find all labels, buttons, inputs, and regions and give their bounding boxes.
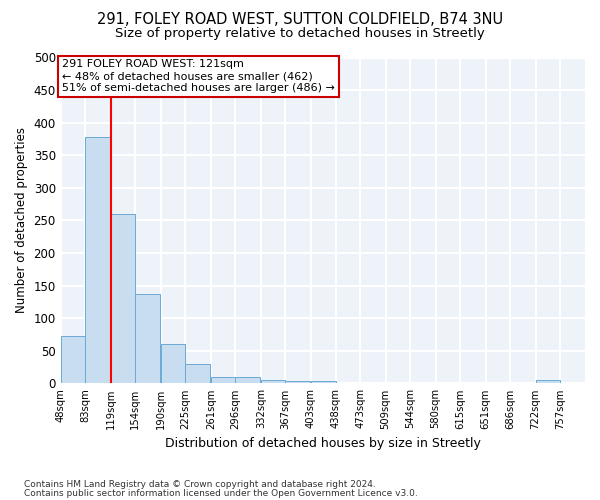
Text: 291 FOLEY ROAD WEST: 121sqm
← 48% of detached houses are smaller (462)
51% of se: 291 FOLEY ROAD WEST: 121sqm ← 48% of det… (62, 60, 335, 92)
Text: Size of property relative to detached houses in Streetly: Size of property relative to detached ho… (115, 28, 485, 40)
Bar (261, 380, 286, 384)
Text: 291, FOLEY ROAD WEST, SUTTON COLDFIELD, B74 3NU: 291, FOLEY ROAD WEST, SUTTON COLDFIELD, … (97, 12, 503, 28)
Bar (536, 380, 560, 384)
Y-axis label: Number of detached properties: Number of detached properties (15, 128, 28, 314)
X-axis label: Distribution of detached houses by size in Streetly: Distribution of detached houses by size … (165, 437, 481, 450)
Bar (235, 377, 260, 384)
Bar (136, 294, 160, 384)
Bar (61, 336, 85, 384)
Text: Contains HM Land Registry data © Crown copyright and database right 2024.: Contains HM Land Registry data © Crown c… (24, 480, 376, 489)
Text: Contains public sector information licensed under the Open Government Licence v3: Contains public sector information licen… (24, 488, 418, 498)
Bar (85, 137, 110, 384)
Bar (111, 214, 136, 384)
Bar (161, 344, 185, 384)
Bar (185, 364, 210, 384)
Bar (211, 377, 235, 384)
Bar (311, 382, 335, 384)
Bar (286, 382, 310, 384)
